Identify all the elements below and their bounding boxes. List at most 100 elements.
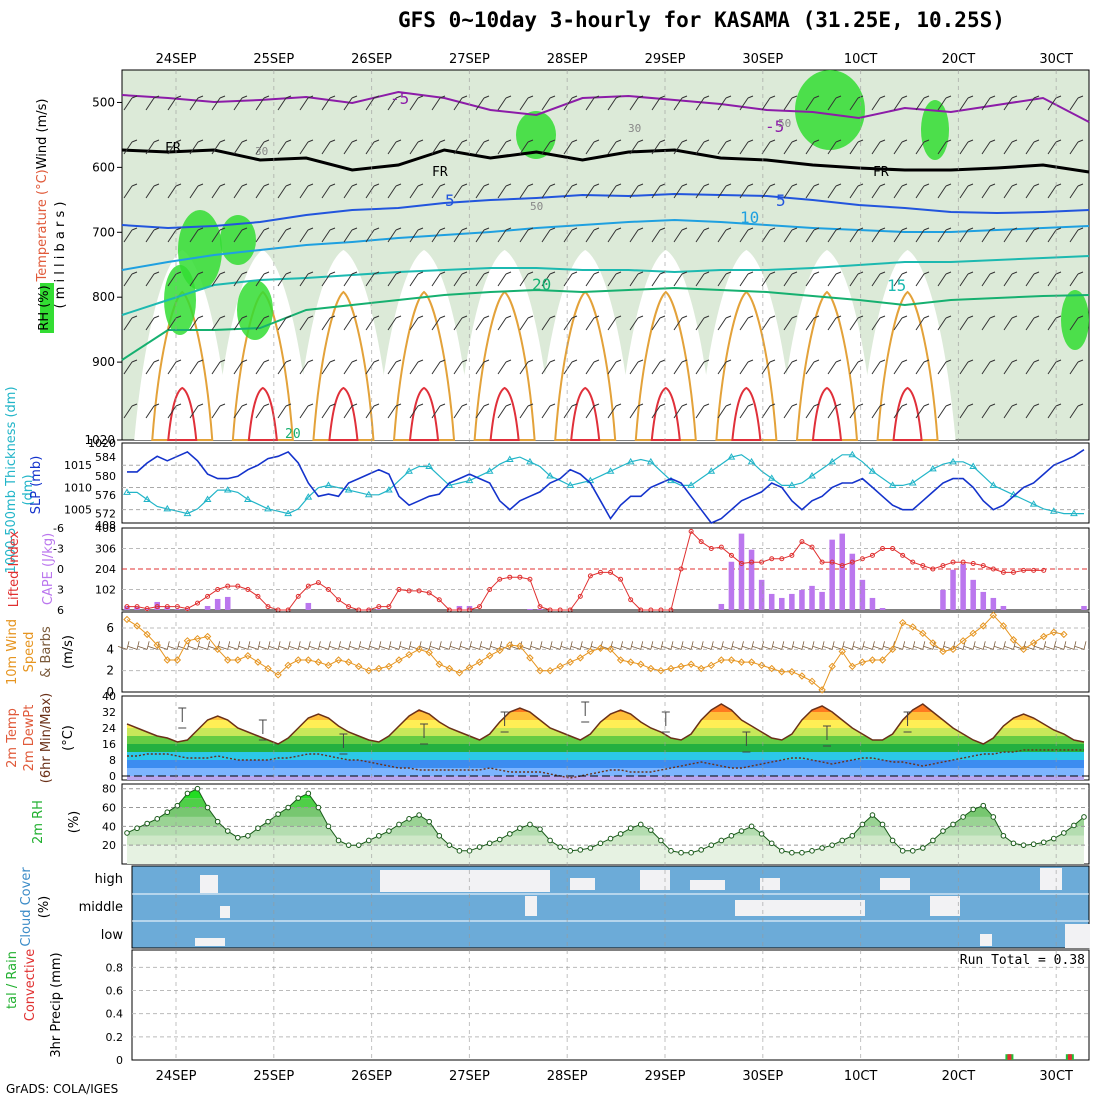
wind-barb bbox=[621, 641, 634, 650]
wind-barb bbox=[497, 315, 512, 331]
wind-barb bbox=[783, 403, 798, 419]
y-axis-label: tal / Rain bbox=[5, 951, 20, 1009]
wind-barb bbox=[849, 315, 864, 331]
wind-barb bbox=[233, 315, 248, 331]
wind-barb bbox=[211, 315, 226, 331]
rh-point bbox=[688, 849, 694, 856]
wind-speed-point bbox=[1009, 636, 1018, 644]
wind-speed-point bbox=[616, 656, 625, 664]
rh-point bbox=[809, 848, 815, 854]
wind-barb bbox=[695, 227, 710, 243]
minmax-bar bbox=[500, 711, 509, 733]
wind-barb bbox=[1025, 315, 1040, 331]
wind-barb bbox=[470, 641, 482, 650]
wind-barb bbox=[651, 271, 666, 287]
clear-sky-block bbox=[690, 880, 725, 890]
wind-barb bbox=[255, 403, 270, 419]
thickness-point bbox=[868, 467, 877, 474]
y-axis-label: 2m DewPt bbox=[22, 705, 37, 772]
rh-point bbox=[708, 842, 715, 848]
wind-barb bbox=[1069, 315, 1084, 331]
wind-speed-point bbox=[334, 656, 343, 664]
rh-point bbox=[416, 812, 422, 818]
wind-speed-point bbox=[526, 654, 534, 662]
wind-barb bbox=[431, 403, 446, 419]
wind-barb bbox=[981, 183, 996, 199]
wind-barb bbox=[510, 641, 523, 650]
wind-barb bbox=[189, 403, 204, 419]
wind-barb bbox=[277, 183, 292, 199]
y-tick-label: 800 bbox=[92, 290, 115, 304]
wind-speed-point bbox=[868, 656, 877, 664]
lifted-index-point bbox=[134, 604, 140, 610]
wind-barb bbox=[208, 641, 221, 650]
wind-barb bbox=[981, 139, 996, 155]
wind-barb bbox=[1047, 227, 1062, 243]
cape-bar bbox=[829, 539, 835, 610]
wind-barb bbox=[871, 359, 886, 375]
lifted-index-point bbox=[910, 559, 916, 565]
y-axis-label: (dm) bbox=[21, 474, 36, 505]
rh-point bbox=[859, 821, 866, 828]
cape-bar bbox=[779, 597, 785, 610]
slp-line bbox=[127, 449, 1085, 524]
wind-barb bbox=[255, 95, 270, 111]
clear-sky-block bbox=[1040, 868, 1062, 890]
thickness-point bbox=[626, 457, 635, 465]
y-tick-label: 1015 bbox=[64, 459, 92, 472]
wind-barb bbox=[1004, 641, 1016, 650]
clear-sky-block bbox=[735, 900, 865, 916]
wind-barb bbox=[365, 359, 380, 375]
wind-barb bbox=[321, 403, 336, 419]
wind-barb bbox=[959, 403, 974, 419]
rh-point bbox=[134, 825, 140, 832]
cape-bar bbox=[174, 608, 181, 610]
wind-barb bbox=[563, 271, 578, 287]
wind-barb bbox=[1047, 403, 1062, 419]
wind-barb bbox=[1003, 183, 1018, 199]
wind-barb bbox=[1025, 403, 1040, 419]
wind-barb bbox=[1025, 227, 1040, 243]
rh-point bbox=[154, 816, 161, 822]
credit-label: GrADS: COLA/IGES bbox=[6, 1082, 119, 1096]
wind-barb bbox=[497, 227, 512, 243]
wind-speed-point bbox=[294, 656, 302, 664]
wind-barb bbox=[321, 227, 336, 243]
wind-speed-point bbox=[667, 664, 675, 673]
cape-bar bbox=[789, 593, 795, 610]
wind-barb bbox=[739, 139, 754, 155]
cape-bar bbox=[839, 533, 846, 610]
y-axis-label: Cloud Cover bbox=[19, 867, 34, 947]
y-axis-label: 2m RH bbox=[31, 800, 46, 844]
wind-barb bbox=[343, 139, 358, 155]
wind-barb bbox=[519, 227, 534, 243]
wind-barb bbox=[915, 315, 930, 331]
wind-barb bbox=[1025, 271, 1040, 287]
wind-barb bbox=[607, 95, 622, 111]
wind-speed-point bbox=[808, 677, 816, 686]
thickness-point bbox=[1049, 507, 1058, 514]
date-label-top: 29SEP bbox=[645, 52, 686, 67]
wind-barb bbox=[1003, 403, 1018, 419]
wind-barb bbox=[981, 403, 996, 419]
wind-barb bbox=[805, 403, 820, 419]
hot-contour bbox=[650, 386, 681, 441]
wind-barb bbox=[805, 271, 820, 287]
lifted-index-point bbox=[325, 587, 331, 592]
wind-barb bbox=[893, 95, 908, 111]
rh-point bbox=[486, 840, 493, 847]
rh-band bbox=[127, 845, 1084, 864]
rh-point bbox=[778, 848, 785, 854]
wind-barb bbox=[343, 403, 358, 419]
y-tick-label: -6 bbox=[53, 522, 64, 535]
y-axis-label: SLP (mb) bbox=[29, 456, 44, 515]
thickness-point bbox=[727, 453, 736, 460]
rh-point bbox=[204, 804, 211, 811]
cape-bar bbox=[980, 591, 987, 610]
wind-barb bbox=[585, 359, 600, 375]
moist-patch bbox=[516, 111, 556, 159]
wind-barb bbox=[823, 641, 835, 650]
wind-barb bbox=[211, 139, 226, 155]
lifted-index-point bbox=[587, 573, 593, 579]
y-axis-label: 1000-500mb Thickness (dm) bbox=[4, 386, 19, 573]
